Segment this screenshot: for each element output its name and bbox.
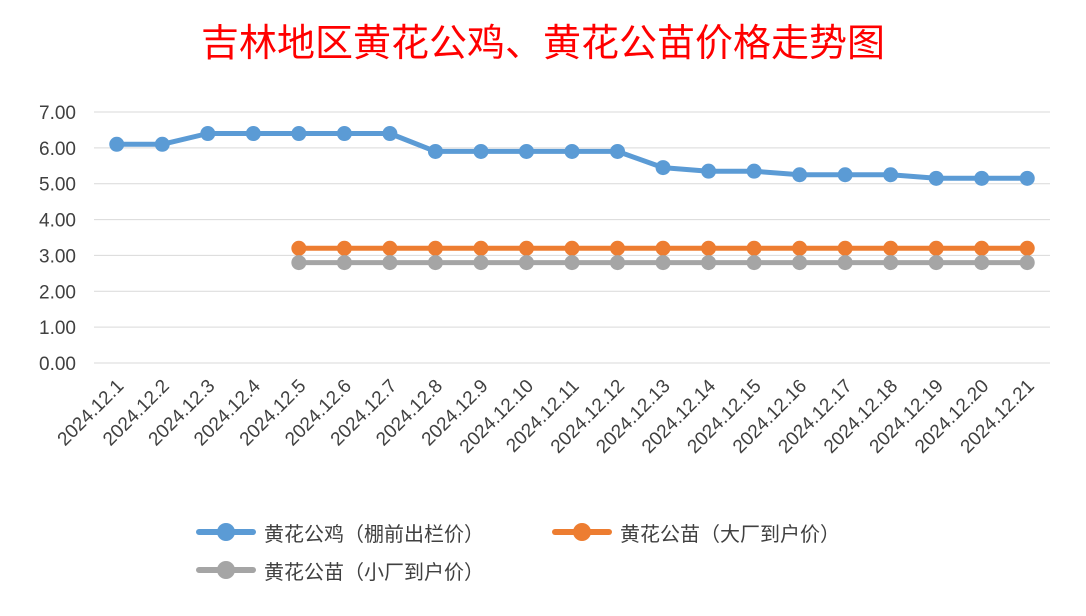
y-tick-label: 0.00 bbox=[39, 354, 76, 375]
y-tick-label: 1.00 bbox=[39, 318, 76, 339]
data-point-series-2 bbox=[518, 240, 534, 256]
data-point-series-3 bbox=[883, 255, 899, 271]
data-point-series-2 bbox=[382, 240, 398, 256]
data-point-series-1 bbox=[883, 167, 899, 183]
data-point-series-3 bbox=[837, 255, 853, 271]
y-tick-label: 5.00 bbox=[39, 175, 76, 196]
y-tick-label: 4.00 bbox=[39, 211, 76, 232]
data-point-series-3 bbox=[746, 255, 762, 271]
chart-legend: 黄花公鸡（棚前出栏价） 黄花公苗（大厂到户价） 黄花公苗（小厂到户价） bbox=[0, 508, 1086, 598]
data-point-series-2 bbox=[837, 240, 853, 256]
data-point-series-2 bbox=[655, 240, 671, 256]
legend-swatch-series-2 bbox=[552, 516, 612, 548]
legend-item-series-3: 黄花公苗（小厂到户价） bbox=[196, 554, 484, 586]
legend-item-series-2: 黄花公苗（大厂到户价） bbox=[552, 516, 840, 548]
data-point-series-2 bbox=[291, 240, 307, 256]
data-point-series-2 bbox=[974, 240, 990, 256]
data-point-series-2 bbox=[701, 240, 717, 256]
data-point-series-3 bbox=[291, 255, 307, 271]
data-point-series-1 bbox=[746, 163, 762, 179]
data-point-series-1 bbox=[427, 143, 443, 159]
data-point-series-3 bbox=[518, 255, 534, 271]
data-point-series-1 bbox=[109, 136, 125, 152]
data-point-series-1 bbox=[245, 126, 261, 142]
data-point-series-1 bbox=[518, 143, 534, 159]
y-tick-label: 3.00 bbox=[39, 246, 76, 267]
legend-swatch-series-3 bbox=[196, 554, 256, 586]
data-point-series-3 bbox=[1019, 255, 1035, 271]
data-point-series-1 bbox=[336, 126, 352, 142]
data-point-series-3 bbox=[564, 255, 580, 271]
legend-label-series-1: 黄花公鸡（棚前出栏价） bbox=[264, 521, 484, 546]
data-point-series-3 bbox=[792, 255, 808, 271]
data-point-series-3 bbox=[610, 255, 626, 271]
data-point-series-1 bbox=[655, 160, 671, 176]
data-point-series-2 bbox=[1019, 240, 1035, 256]
chart-title: 吉林地区黄花公鸡、黄花公苗价格走势图 bbox=[200, 21, 885, 65]
legend-label-series-3: 黄花公苗（小厂到户价） bbox=[264, 559, 484, 584]
y-tick-label: 6.00 bbox=[39, 139, 76, 160]
data-point-series-1 bbox=[701, 163, 717, 179]
y-tick-label: 7.00 bbox=[39, 103, 76, 124]
data-point-series-2 bbox=[564, 240, 580, 256]
data-point-series-3 bbox=[382, 255, 398, 271]
data-point-series-1 bbox=[154, 136, 170, 152]
data-point-series-1 bbox=[928, 170, 944, 186]
data-point-series-3 bbox=[473, 255, 489, 271]
data-point-series-3 bbox=[928, 255, 944, 271]
data-point-series-2 bbox=[928, 240, 944, 256]
data-point-series-3 bbox=[427, 255, 443, 271]
data-point-series-1 bbox=[1019, 170, 1035, 186]
data-point-series-1 bbox=[974, 170, 990, 186]
data-point-series-3 bbox=[655, 255, 671, 271]
data-point-series-1 bbox=[382, 126, 398, 142]
data-point-series-1 bbox=[564, 143, 580, 159]
data-point-series-1 bbox=[200, 126, 216, 142]
data-point-series-1 bbox=[291, 126, 307, 142]
data-point-series-1 bbox=[610, 143, 626, 159]
data-point-series-2 bbox=[883, 240, 899, 256]
data-point-series-2 bbox=[746, 240, 762, 256]
data-point-series-3 bbox=[974, 255, 990, 271]
legend-item-series-1: 黄花公鸡（棚前出栏价） bbox=[196, 516, 484, 548]
data-point-series-3 bbox=[701, 255, 717, 271]
data-point-series-1 bbox=[837, 167, 853, 183]
data-point-series-2 bbox=[473, 240, 489, 256]
data-point-series-1 bbox=[792, 167, 808, 183]
data-point-series-2 bbox=[610, 240, 626, 256]
data-point-series-3 bbox=[336, 255, 352, 271]
legend-label-series-2: 黄花公苗（大厂到户价） bbox=[620, 521, 840, 546]
data-point-series-2 bbox=[427, 240, 443, 256]
data-point-series-2 bbox=[792, 240, 808, 256]
legend-swatch-series-1 bbox=[196, 516, 256, 548]
y-tick-label: 2.00 bbox=[39, 282, 76, 303]
data-point-series-2 bbox=[336, 240, 352, 256]
data-point-series-1 bbox=[473, 143, 489, 159]
